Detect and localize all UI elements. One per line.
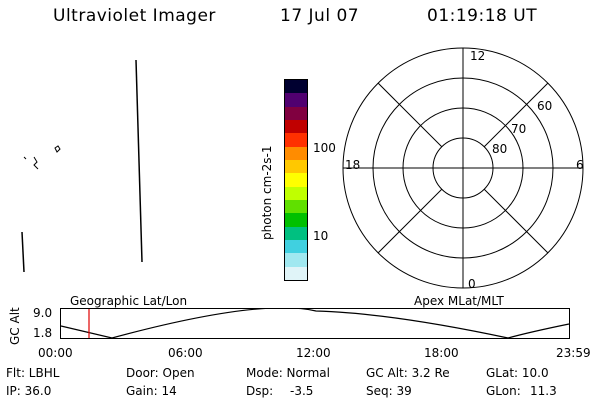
colorbar-band: [285, 146, 307, 160]
colorbar-band: [285, 119, 307, 134]
polar-plot: 12 18 6 0 60 70 80: [342, 47, 584, 291]
colorbar-band: [285, 239, 307, 254]
mlt-spoke: [483, 82, 549, 148]
colorbar-band: [285, 253, 307, 267]
glon-label: GLon:: [486, 384, 521, 398]
swath-edge-right: [135, 59, 143, 263]
timeline-tick-2: 12:00: [296, 346, 331, 360]
date-label: 17 Jul 07: [280, 6, 360, 26]
colorbar-band: [285, 266, 307, 280]
colorbar-tick-100: 100: [313, 141, 336, 155]
timeline-right-label: Apex MLat/MLT: [414, 294, 504, 308]
door-value: Door: Open: [126, 366, 195, 380]
mlt-spoke: [377, 188, 443, 254]
geographic-image-panel: [21, 59, 143, 273]
coastline-fragment-3: [23, 156, 27, 160]
time-label: 01:19:18 UT: [427, 6, 538, 26]
timeline-tick-0: 00:00: [38, 346, 73, 360]
colorbar-band: [285, 159, 307, 174]
mlt-spoke: [483, 188, 549, 254]
colorbar-band: [285, 133, 307, 147]
mlt-spoke: [377, 82, 443, 148]
colorbar-band: [285, 80, 307, 94]
mlt-label-bottom: 0: [468, 277, 476, 291]
colorbar-band: [285, 93, 307, 107]
colorbar-band: [285, 199, 307, 214]
mlt-label-top: 12: [470, 49, 485, 63]
colorbar-band: [285, 213, 307, 227]
lat-label-60: 60: [537, 99, 552, 113]
coastline-fragment-2: [54, 145, 61, 153]
gc-alt-value: GC Alt: 3.2 Re: [366, 366, 450, 380]
flt-value: Flt: LBHL: [6, 366, 60, 380]
colorbar-band: [285, 186, 307, 200]
colorbar-band: [285, 106, 307, 120]
colorbar-unit-label: photon cm-2s-1: [260, 145, 274, 241]
timeline-tick-3: 18:00: [424, 346, 459, 360]
seq-value: Seq: 39: [366, 384, 412, 398]
mlt-label-right: 6: [576, 158, 584, 172]
ip-value: IP: 36.0: [6, 384, 52, 398]
swath-edge-left: [21, 231, 25, 273]
timeline-left-label: Geographic Lat/Lon: [70, 294, 188, 308]
timeline-y-axis-label: GC Alt: [8, 307, 22, 345]
glat-value: GLat: 10.0: [486, 366, 549, 380]
colorbar-tick-10: 10: [313, 229, 329, 243]
dsp-value: -3.5: [290, 384, 314, 398]
timeline-tick-1: 06:00: [168, 346, 203, 360]
timeline-y-min: 1.8: [33, 326, 53, 340]
colorbar-band: [285, 226, 307, 240]
gain-value: Gain: 14: [126, 384, 177, 398]
mode-value: Mode: Normal: [246, 366, 330, 380]
timeline-frame: [60, 308, 570, 339]
coastline-fragment: [33, 156, 39, 170]
altitude-curve: [60, 308, 570, 339]
colorbar: [284, 79, 308, 281]
timeline-plot: [60, 308, 570, 339]
timeline-tick-4: 23:59: [556, 346, 591, 360]
dsp-label: Dsp:: [246, 384, 274, 398]
lat-label-70: 70: [511, 122, 526, 136]
colorbar-band: [285, 173, 307, 187]
mlt-label-left: 18: [345, 158, 360, 172]
timeline-y-max: 9.0: [33, 306, 53, 320]
lat-label-80: 80: [492, 142, 507, 156]
glon-value: 11.3: [530, 384, 557, 398]
instrument-title: Ultraviolet Imager: [53, 6, 216, 26]
